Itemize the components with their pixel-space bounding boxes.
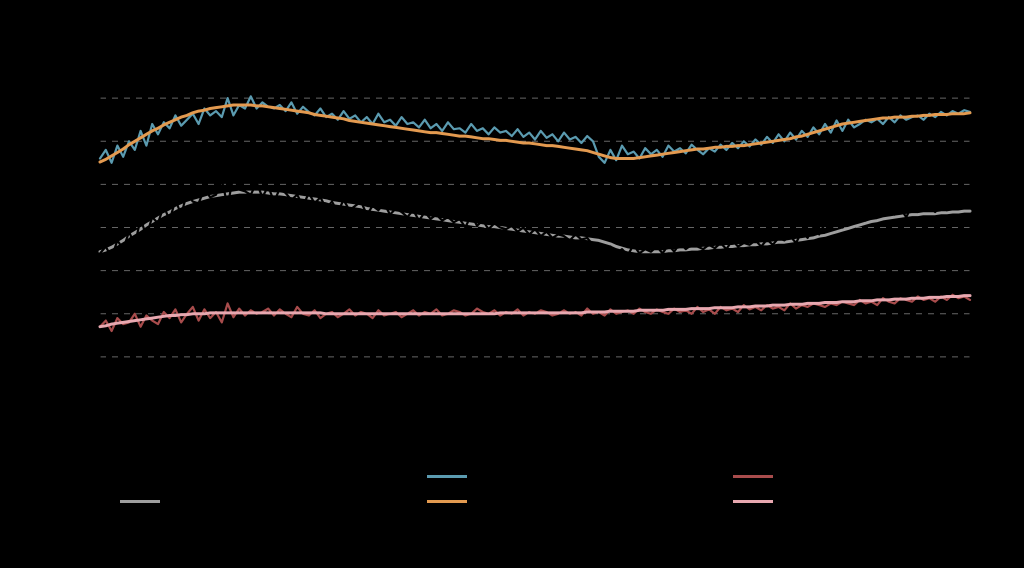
legend: Défaillances PME ETI-GE (éch. droite) TPE …	[120, 460, 980, 510]
legend-item: Défaillances PME	[120, 468, 367, 485]
legend-item: Tendance ETI-GE (mm12)	[427, 493, 674, 510]
legend-item: ETI-GE (éch. droite)	[427, 468, 674, 485]
legend-item: Tendance TPE (mm12)	[733, 493, 980, 510]
legend-label: Tendance TPE (mm12)	[783, 493, 937, 510]
legend-item: TPE (éch. droite)	[733, 468, 980, 485]
legend-swatch	[120, 475, 160, 478]
legend-label: Défaillances PME	[170, 468, 288, 485]
y-tick-label: 150	[68, 263, 90, 278]
legend-item: Tendance PME (mm12)	[120, 493, 367, 510]
legend-swatch	[427, 500, 467, 503]
y-tick-label: 200	[68, 220, 90, 235]
legend-label: Tendance PME (mm12)	[170, 493, 328, 510]
y-tick-label: 400	[68, 47, 90, 62]
y-tick-label: 250	[68, 176, 90, 191]
legend-swatch	[427, 475, 467, 478]
y-tick-label: 300	[68, 133, 90, 148]
y-tick-label: 350	[68, 90, 90, 105]
y-tick-label: 50	[76, 349, 90, 364]
legend-row: Défaillances PME ETI-GE (éch. droite) TPE …	[120, 468, 980, 485]
legend-row: Tendance PME (mm12) Tendance ETI-GE (mm12…	[120, 493, 980, 510]
y-tick-label: 0	[83, 392, 90, 407]
y-tick-label: 100	[68, 306, 90, 321]
legend-swatch	[733, 500, 773, 503]
legend-label: Tendance ETI-GE (mm12)	[477, 493, 652, 510]
legend-swatch	[120, 500, 160, 503]
legend-label: TPE (éch. droite)	[783, 468, 896, 485]
chart-container: 050100150200250300350400janv.-09avr.-10j…	[0, 0, 1024, 568]
legend-label: ETI-GE (éch. droite)	[477, 468, 611, 485]
legend-swatch	[733, 475, 773, 478]
